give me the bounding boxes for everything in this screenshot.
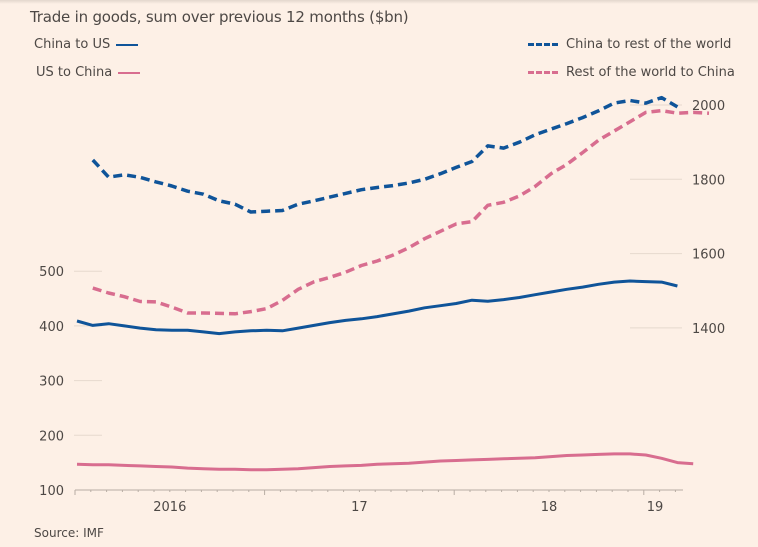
top-shade: [0, 0, 758, 4]
left-axis-tick-label: 300: [39, 375, 64, 390]
series-line-us-to-china: [76, 452, 694, 472]
chart-title: Trade in goods, sum over previous 12 mon…: [30, 8, 409, 26]
legend-label: China to US: [34, 37, 111, 52]
right-axis-tick-label: 1800: [692, 173, 725, 188]
legend-label: US to China: [36, 65, 113, 80]
right-axis-labels: 1400 1600 1800 2000: [692, 99, 725, 337]
left-axis-labels: 100 200 300 400 500: [39, 265, 64, 499]
x-axis-tick-label: 19: [647, 500, 664, 515]
left-axis-tick-label: 500: [39, 265, 64, 280]
legend-label: Rest of the world to China: [566, 65, 735, 80]
legend-us-to-china: US to China: [36, 65, 141, 80]
legend-swatch-solid-pink: [118, 71, 141, 74]
legend-swatch-dashed-blue: [528, 43, 558, 46]
legend-swatch-solid-blue: [116, 43, 139, 46]
series-line-rest-of-the-world-to-china: [92, 108, 710, 316]
right-axis-tick-label: 2000: [692, 99, 725, 114]
right-axis-tick-label: 1600: [692, 248, 725, 263]
legend-china-to-rest-of-world: China to rest of the world: [528, 37, 731, 52]
x-axis-tick-label: 18: [541, 500, 558, 515]
x-axis: 2016 17 18 19: [74, 489, 683, 515]
x-axis-tick-label: 2016: [153, 500, 186, 515]
right-axis-tick-label: 1400: [692, 322, 725, 337]
legend-label: China to rest of the world: [566, 37, 732, 52]
legend-rest-of-world-to-china: Rest of the world to China: [528, 65, 735, 80]
legend-china-to-us: China to US: [34, 37, 139, 52]
left-gridlines: [74, 270, 102, 436]
series-line-china-to-rest-of-the-world: [91, 95, 679, 214]
left-axis-tick-label: 200: [39, 429, 64, 444]
series-lines: [76, 95, 710, 472]
source-note: Source: IMF: [34, 526, 104, 540]
right-gridlines: [630, 104, 682, 329]
left-axis-tick-label: 400: [39, 320, 64, 335]
legend-swatch-dashed-pink: [528, 71, 558, 74]
x-axis-tick-label: 17: [351, 500, 368, 515]
left-axis-tick-label: 100: [39, 484, 64, 499]
